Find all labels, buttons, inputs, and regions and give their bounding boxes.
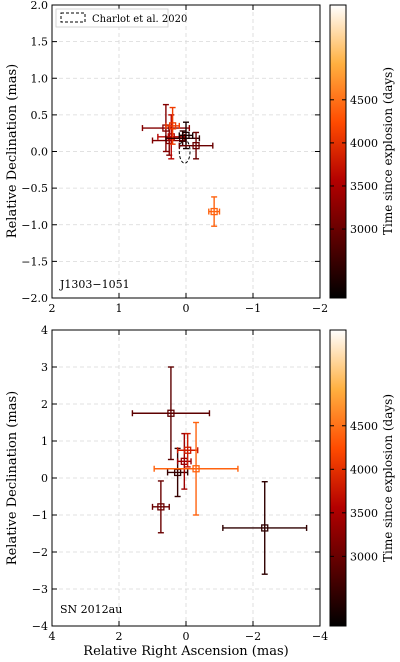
colorbar-ticks: 4500 4000 3500 3000 — [330, 94, 378, 236]
y-axis-label: Relative Declination (mas) — [5, 391, 20, 565]
x-tick-label: 1 — [116, 302, 123, 315]
colorbar-tick-label: 3500 — [350, 507, 378, 520]
y-tick-label: 0 — [41, 472, 48, 485]
x-tick-label: −2 — [312, 302, 328, 315]
data-point — [166, 447, 189, 498]
point-marker — [167, 409, 175, 417]
y-tick-label: 0.0 — [31, 146, 49, 159]
x-tick-label: 0 — [183, 302, 190, 315]
colorbar-label: Time since explosion (days) — [381, 394, 395, 562]
data-point — [131, 366, 211, 461]
colorbar-tick-label: 4000 — [350, 463, 378, 476]
y-tick-label: −1.5 — [21, 255, 48, 268]
y-tick-label: 4 — [41, 324, 48, 337]
y-tick-label: −1 — [32, 509, 48, 522]
point-marker — [192, 465, 200, 473]
data-point — [178, 121, 194, 150]
axis-ticks: 2 1 0 −1 −2 2.0 1.5 1.0 0.5 0.0 −0.5 −1.0 −1.5 −2.0 — [21, 0, 328, 315]
y-tick-label: 2 — [41, 398, 48, 411]
data-marks — [131, 366, 308, 575]
data-point — [222, 481, 308, 575]
point-marker — [182, 131, 190, 140]
x-tick-label: 4 — [49, 630, 56, 643]
panel-top: 2 1 0 −1 −2 2.0 1.5 1.0 0.5 0.0 −0.5 −1.0 −1.5 −2.0 J… — [5, 0, 328, 315]
colorbar-label: Time since explosion (days) — [381, 67, 395, 235]
legend-dashed-ellipse-symbol — [60, 12, 86, 23]
y-tick-label: 0.5 — [31, 109, 49, 122]
y-tick-label: 2.0 — [31, 0, 49, 12]
y-tick-label: 1 — [41, 435, 48, 448]
y-tick-label: −1.0 — [21, 219, 48, 232]
y-tick-label: 1.0 — [31, 72, 49, 85]
colorbar-tick-label: 3000 — [350, 550, 378, 563]
data-point — [208, 196, 221, 227]
data-point — [176, 432, 192, 490]
point-marker — [168, 122, 177, 130]
x-tick-label: −4 — [312, 630, 328, 643]
y-axis-label: Relative Declination (mas) — [5, 64, 20, 238]
x-tick-label: 2 — [116, 630, 123, 643]
panel-label: SN 2012au — [60, 603, 122, 616]
point-marker — [210, 207, 218, 216]
data-point — [153, 421, 239, 516]
colorbar-tick-label: 4000 — [350, 137, 378, 150]
colorbar-tick-label: 4500 — [350, 420, 378, 433]
panel-label: J1303−1051 — [59, 278, 130, 291]
legend-entry: Charlot et al. 2020 — [92, 14, 187, 25]
colorbar-ticks: 4500 4000 3500 3000 — [330, 420, 378, 563]
y-tick-label: 1.5 — [31, 36, 49, 49]
data-point — [151, 480, 170, 534]
colorbar-bottom: 4500 4000 3500 3000 Time since explosion (d… — [329, 329, 395, 627]
y-tick-label: −2 — [32, 546, 48, 559]
x-tick-label: 2 — [49, 302, 56, 315]
legend: Charlot et al. 2020 — [55, 8, 187, 28]
grid — [52, 5, 320, 298]
data-point — [178, 131, 214, 160]
x-axis-label: Relative Right Ascension (mas) — [83, 644, 288, 659]
x-tick-label: −2 — [245, 630, 261, 643]
y-tick-label: −3 — [32, 583, 48, 596]
colorbar-strip — [329, 4, 347, 299]
point-marker — [173, 468, 182, 477]
x-tick-label: −1 — [245, 302, 261, 315]
y-tick-label: −2.0 — [21, 292, 48, 305]
point-marker — [184, 446, 192, 454]
y-tick-label: −0.5 — [21, 182, 48, 195]
data-point — [176, 432, 199, 468]
colorbar-top: 4500 4000 3500 3000 Time since explosion (d… — [329, 4, 395, 299]
point-marker — [157, 503, 165, 511]
point-marker — [167, 133, 175, 141]
colorbar-tick-label: 3000 — [350, 223, 378, 236]
grid — [52, 330, 320, 626]
point-marker — [261, 524, 269, 532]
colorbar-tick-label: 4500 — [350, 94, 378, 107]
y-tick-label: −4 — [32, 620, 48, 633]
colorbar-strip — [329, 329, 347, 627]
data-marks — [141, 103, 221, 227]
colorbar-tick-label: 3500 — [350, 180, 378, 193]
y-tick-label: 3 — [41, 361, 48, 374]
x-tick-label: 0 — [183, 630, 190, 643]
point-marker — [192, 141, 200, 150]
